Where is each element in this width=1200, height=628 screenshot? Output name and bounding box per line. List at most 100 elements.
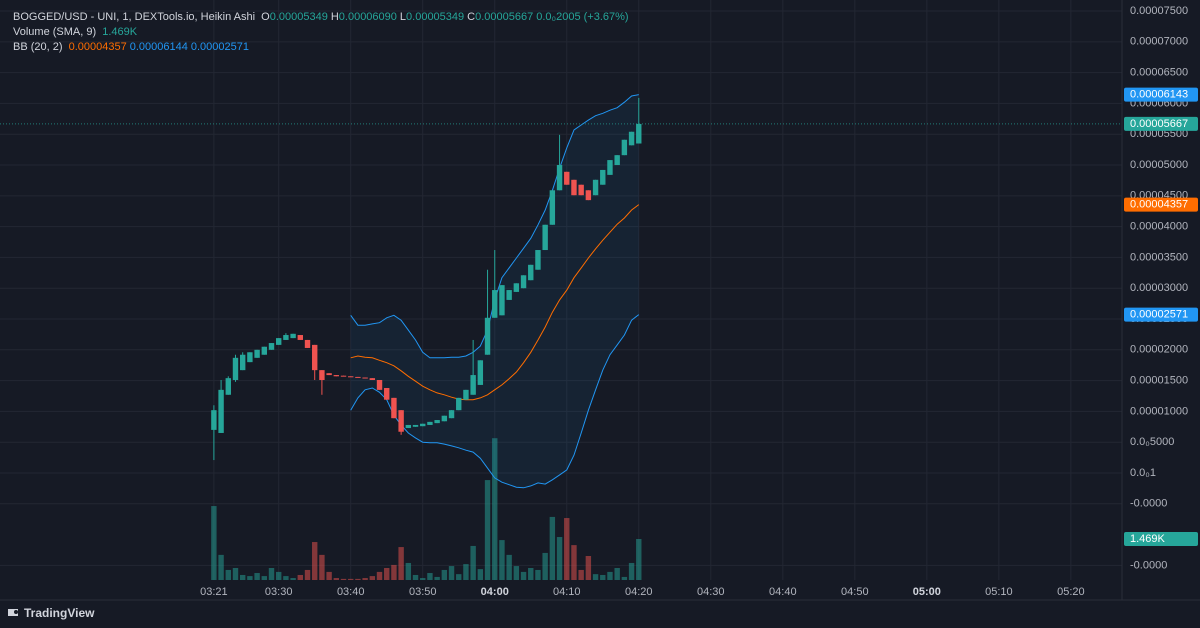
ohlc-key: L [399, 11, 407, 23]
logo-dot [14, 610, 18, 614]
x-tick-label: 04:50 [841, 586, 869, 598]
ohlc-key: C [467, 11, 476, 23]
candle-body [412, 424, 419, 427]
volume-bar [542, 552, 548, 580]
y-tick-label: 0.00002000 [1130, 344, 1188, 356]
ohlc-key: H [330, 11, 339, 23]
y-tick-label: 0.0₀5000 [1130, 436, 1174, 448]
volume-bar [369, 576, 376, 580]
volume-bar [528, 567, 534, 580]
price-badge [1124, 307, 1198, 322]
price-badge [1124, 87, 1198, 102]
candle-body [261, 346, 267, 355]
y-tick-label: 0.00003500 [1130, 251, 1188, 263]
volume-bar [456, 574, 462, 580]
candle-body [456, 397, 462, 411]
candle-body [427, 421, 433, 425]
bb-basis [350, 204, 640, 401]
x-tick-label: 05:20 [1057, 586, 1085, 598]
candle-body [297, 335, 304, 340]
volume-bar [312, 542, 318, 580]
volume-bar [585, 555, 592, 580]
volume-bar [607, 571, 613, 580]
candle-body [556, 165, 563, 191]
candle-body [376, 379, 383, 390]
candle-body [564, 171, 570, 185]
volume-name: Volume (SMA, 9) [13, 26, 97, 38]
volume-bar [391, 564, 397, 580]
candle-body [420, 423, 426, 427]
header-line: BOGGED/USD - UNI, 1, DEXTools.io, Heikin… [13, 10, 632, 24]
volume-bar [499, 540, 505, 580]
candle-body [340, 375, 347, 377]
volume-bar [348, 578, 354, 580]
ohlc-value: 0.00006090 [338, 11, 397, 23]
volume-bar [636, 538, 642, 580]
candle-body [218, 389, 224, 433]
candle-body [247, 352, 253, 363]
volume-bar [535, 569, 541, 580]
volume-bar [412, 574, 419, 580]
candle-body [304, 339, 311, 348]
candle-body [283, 335, 289, 340]
candle-body [268, 343, 275, 350]
candle-body [391, 397, 397, 419]
x-tick-label: 04:20 [625, 586, 653, 598]
candle-body [434, 420, 440, 424]
price-badge-label: 0.00004357 [1130, 199, 1188, 211]
candle-body [470, 375, 476, 395]
candle-body [520, 275, 527, 289]
volume-bar [275, 571, 282, 580]
candle-body [348, 376, 354, 378]
x-tick-label: 04:00 [481, 586, 509, 598]
price-badge [1124, 531, 1198, 546]
candle-body [492, 290, 498, 318]
candle-body [542, 224, 548, 251]
title: BOGGED/USD - UNI, 1, DEXTools.io, Heikin… [13, 11, 256, 23]
y-tick-label: 0.00003000 [1130, 282, 1188, 294]
ohlc-value: 0.00005667 [475, 11, 534, 23]
volume-bar [283, 576, 289, 580]
candle-body [628, 131, 635, 146]
price-badge-label: 1.469K [1130, 533, 1166, 545]
candle-body [614, 155, 620, 166]
price-badge [1124, 197, 1198, 212]
x-tick-label: 05:00 [913, 586, 941, 598]
bb-value: 0.00006144 [129, 41, 188, 53]
candle-body [384, 388, 390, 400]
candle-body [571, 179, 577, 196]
volume-bar [333, 578, 340, 580]
volume-bar [340, 578, 347, 580]
volume-bar [239, 574, 246, 580]
candle-body [549, 190, 556, 225]
candle-body [333, 375, 340, 377]
y-tick-label: 0.00007000 [1130, 36, 1188, 48]
candle-body [362, 377, 368, 379]
volume-bar [218, 554, 224, 580]
volume-bar [405, 562, 412, 580]
logo-shape [8, 609, 18, 616]
volume-bar [578, 569, 584, 580]
volume-bar [520, 571, 527, 580]
volume-bar [463, 564, 469, 580]
volume-bar [477, 569, 484, 580]
brand-logo [8, 609, 18, 616]
volume-bar [355, 578, 361, 580]
price-badge-label: 0.00002571 [1130, 309, 1188, 321]
x-tick-label: 04:10 [553, 586, 581, 598]
volume-bar [571, 545, 577, 580]
y-tick-label: 0.00007500 [1130, 5, 1188, 17]
y-tick-label: 0.00005500 [1130, 128, 1188, 140]
volume-bar [513, 566, 520, 580]
candle-body [578, 184, 584, 196]
volume-bar [506, 554, 512, 580]
volume-bar [268, 567, 275, 580]
bb-value: 0.00004357 [68, 41, 127, 53]
bb-header: BB (20, 2) 0.00004357 0.00006144 0.0000257… [13, 40, 252, 54]
x-tick-label: 03:40 [337, 586, 365, 598]
volume-bar [420, 578, 426, 580]
volume-header: Volume (SMA, 9) 1.469K [13, 25, 140, 39]
volume-bar [376, 571, 383, 580]
